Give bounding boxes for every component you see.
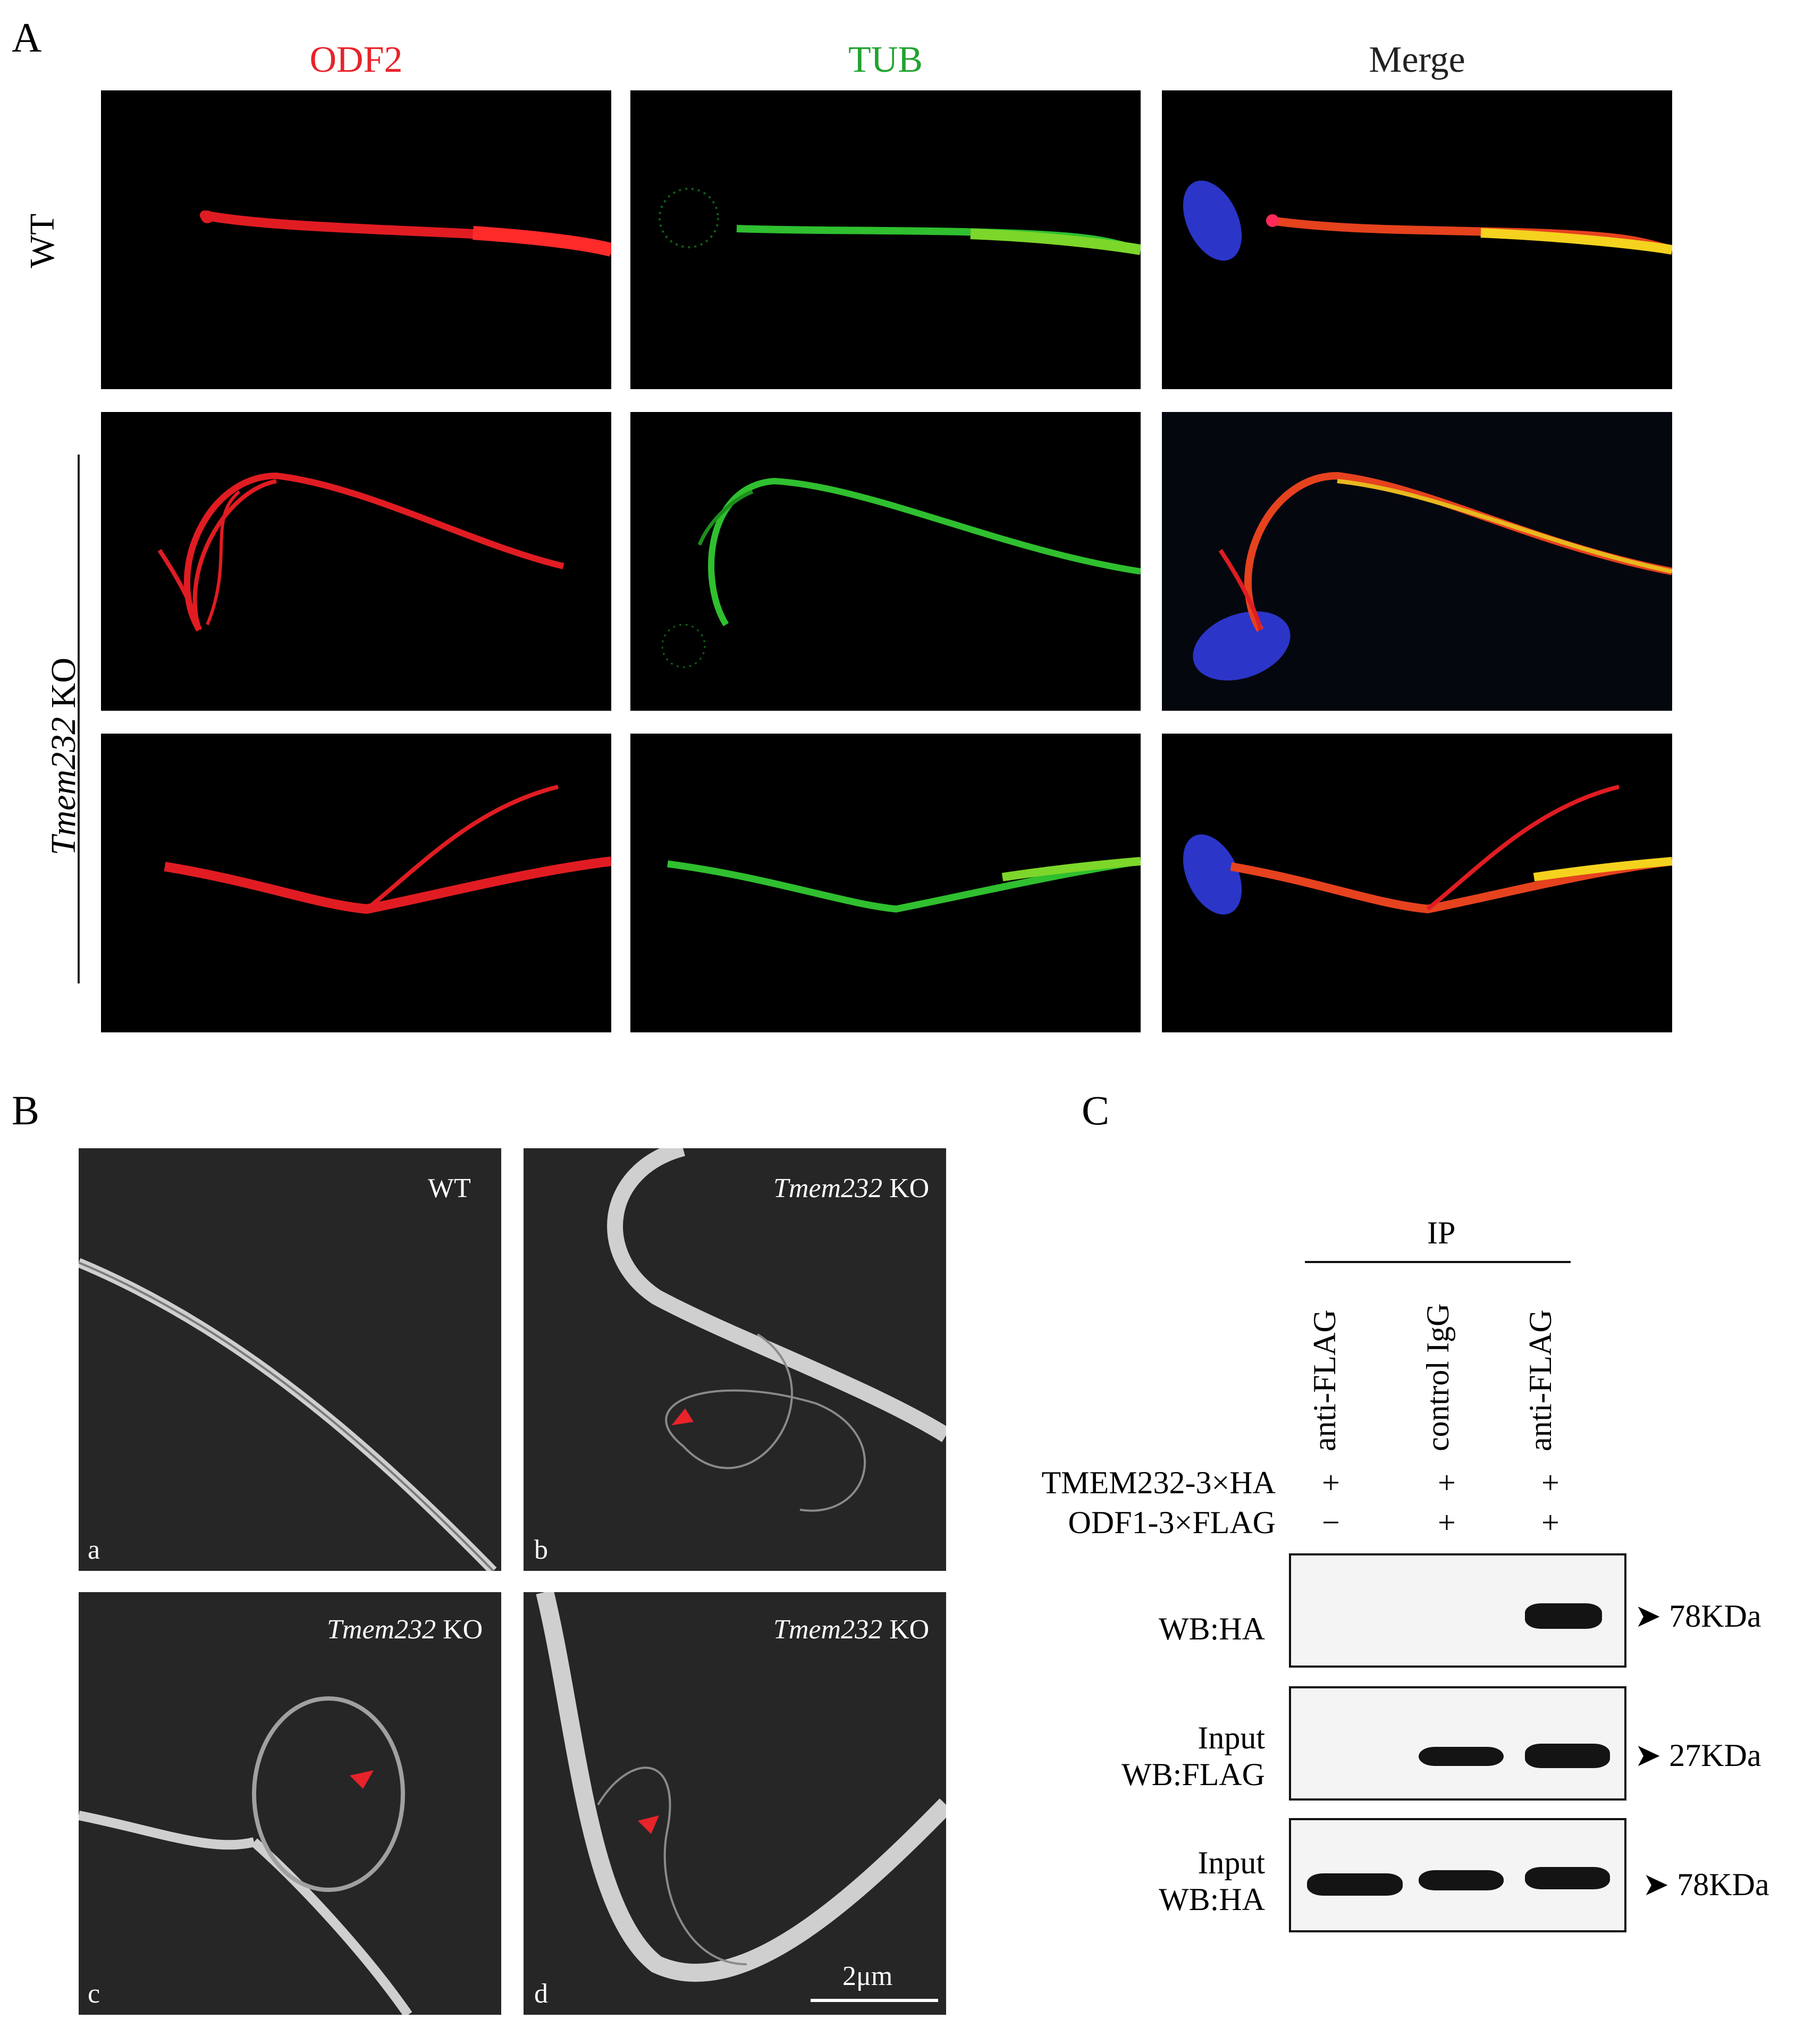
treatment-mark-2-1: − — [1322, 1505, 1340, 1540]
sem-genotype-label-d: Tmem232 KO — [773, 1614, 930, 1645]
ip-label: IP — [1427, 1215, 1456, 1250]
blot-band — [1307, 1873, 1403, 1896]
sem-letter-b: b — [534, 1535, 548, 1565]
row-group-bracket — [78, 455, 80, 983]
column-header-odf2: ODF2 — [309, 39, 403, 80]
blot-band — [1525, 1744, 1610, 1768]
panel-letter-a: A — [12, 14, 42, 61]
treatment-label-odf1: ODF1-3×FLAG — [1068, 1505, 1276, 1540]
row-label-wt: WT — [23, 213, 62, 268]
sem-genotype-label-b: Tmem232 KO — [773, 1173, 930, 1204]
blot-size-3: ➤ 78KDa — [1642, 1867, 1769, 1902]
panel-letter-b: B — [12, 1087, 40, 1133]
treatment-mark-2-2: + — [1438, 1505, 1456, 1540]
blot-band — [1525, 1867, 1610, 1889]
sem-image-d — [524, 1592, 946, 2015]
sem-genotype-label-a: WT — [428, 1173, 471, 1204]
sem-genotype-label-c: Tmem232 KO — [327, 1614, 483, 1645]
western-blot-2 — [1289, 1686, 1626, 1801]
fluorescence-image-wt-tub — [630, 90, 1141, 389]
fluorescence-image-ko1-tub — [630, 412, 1141, 711]
sem-letter-a: a — [88, 1535, 100, 1565]
blot-size-2: ➤ 27KDa — [1634, 1738, 1761, 1773]
sem-image-c — [79, 1592, 501, 2015]
treatment-mark-2-3: + — [1541, 1505, 1559, 1540]
blot-band — [1525, 1603, 1602, 1629]
fluorescence-image-ko2-merge — [1162, 734, 1672, 1032]
blot-band — [1419, 1870, 1504, 1890]
fluorescence-image-wt-merge — [1162, 90, 1672, 389]
western-blot-3 — [1289, 1818, 1626, 1932]
treatment-mark-1-1: + — [1322, 1465, 1340, 1500]
column-header-merge: Merge — [1369, 39, 1465, 80]
fluorescence-image-wt-odf2 — [101, 90, 611, 389]
sem-letter-c: c — [88, 1979, 100, 2009]
treatment-mark-1-3: + — [1541, 1465, 1559, 1500]
lane-label-2: control IgG — [1420, 1303, 1455, 1451]
treatment-mark-1-2: + — [1438, 1465, 1456, 1500]
lane-label-1: anti-FLAG — [1307, 1309, 1342, 1451]
scale-bar — [811, 1999, 938, 2002]
treatment-label-tmem232: TMEM232-3×HA — [1041, 1465, 1276, 1500]
blot-band — [1419, 1747, 1504, 1766]
fluorescence-image-ko2-odf2 — [101, 734, 611, 1032]
panel-letter-c: C — [1082, 1087, 1110, 1133]
column-header-tub: TUB — [848, 39, 923, 80]
sem-image-b — [524, 1148, 946, 1571]
fluorescence-image-ko2-tub — [630, 734, 1141, 1032]
western-blot-1 — [1289, 1553, 1626, 1668]
blot-size-1: ➤ 78KDa — [1634, 1599, 1761, 1634]
fluorescence-image-ko1-odf2 — [101, 412, 611, 711]
lane-label-3: anti-FLAG — [1523, 1309, 1558, 1451]
sem-letter-d: d — [534, 1979, 548, 2009]
ip-bracket-line — [1305, 1261, 1571, 1263]
row-label-tmem232-ko: Tmem232 KO — [44, 657, 83, 856]
blot-label-3: Input WB:HA — [1159, 1845, 1265, 1917]
sem-image-a — [79, 1148, 501, 1571]
fluorescence-image-ko1-merge — [1162, 412, 1672, 711]
scale-bar-label: 2μm — [842, 1961, 893, 1991]
blot-label-1: WB:HA — [1159, 1611, 1265, 1646]
blot-label-2: Input WB:FLAG — [1122, 1720, 1265, 1792]
